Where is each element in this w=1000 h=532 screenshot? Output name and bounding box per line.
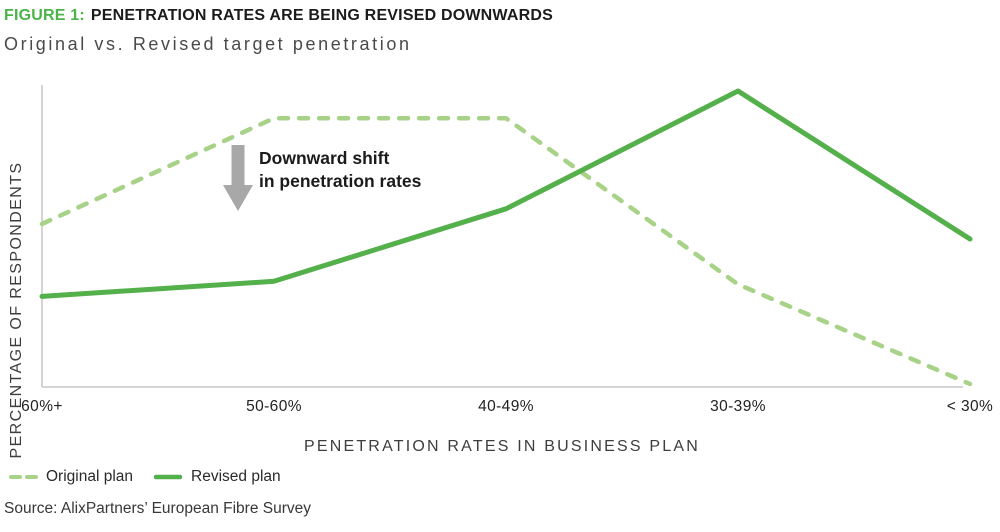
figure-title-text: PENETRATION RATES ARE BEING REVISED DOWN…: [90, 7, 553, 24]
original-plan-dash-swatch: [9, 475, 38, 479]
x-tick-label: < 30%: [946, 398, 994, 415]
x-tick-label: 40-49%: [478, 398, 534, 415]
legend-item-revised-plan: Revised plan: [153, 468, 281, 486]
legend-label: Original plan: [46, 468, 134, 485]
annotation-line1: Downward shift: [259, 148, 389, 168]
revised-plan-line: [39, 88, 973, 299]
x-tick-label: 50-60%: [246, 398, 302, 415]
plot-svg: Downward shift in penetration rates: [39, 85, 973, 388]
chart-subtitle: Original vs. Revised target penetration: [4, 34, 412, 54]
x-axis-title: PENETRATION RATES IN BUSINESS PLAN: [303, 438, 701, 455]
legend-label: Revised plan: [191, 468, 281, 485]
x-tick-label: 60%+: [21, 398, 63, 415]
annotation-line2: in penetration rates: [259, 171, 422, 191]
x-tick-label: 30-39%: [710, 398, 766, 415]
source-line: Source: AlixPartners’ European Fibre Sur…: [4, 500, 311, 517]
legend-item-original-plan: Original plan: [8, 468, 133, 486]
chart-legend: Original plan Revised plan: [8, 468, 281, 486]
page-title: FIGURE 1: PENETRATION RATES ARE BEING REV…: [4, 7, 553, 25]
downward-arrow-icon: [223, 145, 253, 211]
original-plan-line: [39, 115, 973, 387]
figure-label: FIGURE 1:: [4, 7, 85, 24]
chart-area: Downward shift in penetration rates PERC…: [0, 75, 1000, 458]
y-axis-title: PERCENTAGE OF RESPONDENTS: [8, 161, 25, 459]
revised-plan-line-swatch: [153, 474, 183, 480]
